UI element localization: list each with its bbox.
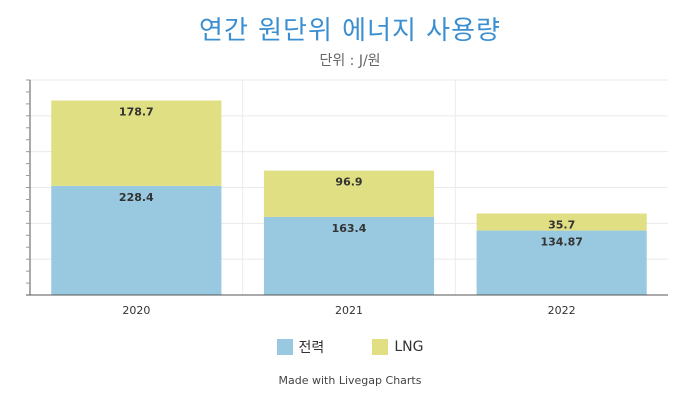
x-tick-labels: 2020 2021 2022 [122, 304, 575, 317]
chart-subtitle: 단위 : J/원 [319, 53, 381, 69]
bar-2022-series-1 [476, 213, 647, 231]
axes [26, 79, 668, 296]
chart-credit: Made with Livegap Charts [278, 374, 422, 387]
bar-2020-series-1 [51, 100, 222, 186]
bars: 228.4 178.7 163.4 96.9 134.87 35.7 [51, 100, 647, 295]
bar-2022-series-0 [476, 230, 647, 295]
legend: 전력 LNG [0, 337, 700, 357]
bar-value-label: 163.4 [332, 222, 367, 235]
legend-label-series-0: 전력 [298, 340, 325, 356]
bar-value-label: 134.87 [540, 236, 582, 249]
bar-value-label: 35.7 [548, 219, 575, 232]
bar-value-label: 178.7 [119, 105, 154, 118]
bar-value-label: 96.9 [335, 176, 362, 189]
x-tick-label: 2022 [548, 304, 576, 317]
x-tick-label: 2021 [335, 304, 363, 317]
legend-swatch-series-1 [372, 339, 389, 355]
legend-label-series-1: LNG [394, 339, 424, 355]
legend-swatch-series-0 [276, 339, 293, 355]
bar-2021-series-0 [263, 216, 435, 295]
bar-2020-series-0 [51, 185, 222, 295]
bar-value-label: 228.4 [119, 191, 154, 204]
chart-title: 연간 원단위 에너지 사용량 [199, 16, 501, 46]
x-tick-label: 2020 [122, 304, 150, 317]
legend-item-series-0[interactable]: 전력 [276, 337, 325, 357]
legend-item-series-1[interactable]: LNG [372, 337, 423, 357]
bar-2021-series-1 [263, 170, 435, 217]
